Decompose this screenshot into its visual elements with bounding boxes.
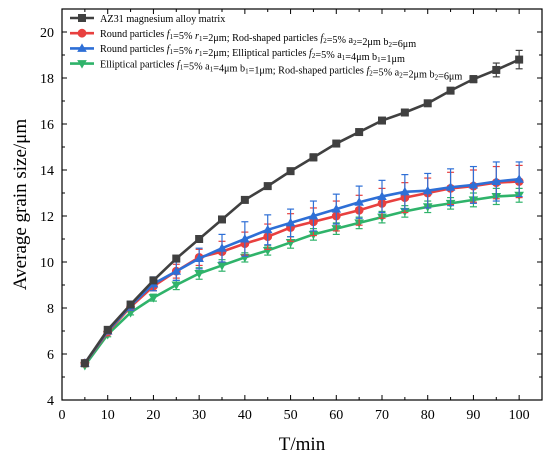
- x-tick-label: 100: [509, 408, 530, 423]
- legend-label: Round particles f1=5% r1=2μm; Rod-shaped…: [100, 29, 416, 50]
- data-point: [171, 281, 182, 290]
- data-point: [194, 270, 204, 279]
- data-point: [354, 197, 364, 206]
- axes: 0 10 20 30 40 50 60 70 80 90 100 4 6 8 10 12 14 16 18 20: [40, 8, 543, 423]
- data-point: [423, 99, 432, 108]
- series-4: [80, 187, 524, 371]
- x-tick-label: 30: [192, 408, 206, 423]
- data-point: [172, 254, 181, 263]
- data-point: [80, 359, 89, 368]
- legend-marker: [77, 43, 87, 52]
- x-tick-label: 90: [466, 408, 480, 423]
- x-axis-title: T/min: [279, 434, 326, 455]
- data-point: [355, 128, 364, 137]
- series-group: [80, 49, 524, 371]
- data-point: [514, 174, 524, 183]
- x-tick-label: 40: [238, 408, 252, 423]
- legend-item: AZ31 magnesium alloy matrix: [70, 14, 225, 25]
- data-point: [240, 195, 249, 204]
- y-tick-label: 8: [47, 302, 54, 317]
- x-tick-label: 70: [375, 408, 389, 423]
- y-tick-label: 16: [40, 118, 54, 133]
- data-point: [285, 217, 296, 227]
- data-point: [309, 153, 318, 162]
- y-tick-label: 12: [40, 210, 54, 225]
- y-tick-label: 4: [47, 394, 54, 409]
- data-point: [378, 116, 386, 125]
- data-point: [308, 211, 319, 220]
- data-point: [171, 266, 182, 275]
- data-point: [194, 253, 204, 263]
- legend-marker: [77, 28, 87, 38]
- legend-item: Round particles f1=5% r1=2μm; Elliptical…: [70, 43, 405, 65]
- data-point: [240, 234, 250, 243]
- legend-item: Round particles f1=5% r1=2μm; Rod-shaped…: [70, 28, 416, 50]
- data-point: [400, 186, 410, 196]
- legend-marker: [78, 14, 86, 22]
- data-point: [491, 176, 502, 185]
- data-point: [331, 204, 342, 213]
- data-point: [515, 55, 524, 64]
- data-point: [195, 235, 204, 243]
- y-tick-label: 10: [40, 256, 54, 271]
- y-tick-label: 6: [47, 348, 54, 363]
- data-point: [263, 182, 272, 191]
- series-line: [83, 58, 520, 364]
- x-tick-label: 60: [329, 408, 343, 423]
- legend-label: Round particles f1=5% r1=2μm; Elliptical…: [100, 44, 405, 65]
- legend-item: Elliptical particles f1=5% a1=4μm b1=1μm…: [70, 59, 462, 82]
- legend-label: Elliptical particles f1=5% a1=4μm b1=1μm…: [100, 59, 462, 82]
- series-2: [80, 164, 524, 368]
- data-point: [126, 300, 135, 309]
- y-tick-label: 18: [40, 72, 54, 87]
- plot-frame: [61, 8, 543, 401]
- data-point: [468, 179, 479, 189]
- series-3: [80, 161, 524, 367]
- data-point: [217, 243, 227, 252]
- x-tick-label: 10: [101, 408, 115, 423]
- data-point: [286, 167, 295, 176]
- legend-marker: [77, 60, 87, 69]
- data-point: [400, 108, 409, 117]
- y-tick-label: 14: [40, 164, 54, 179]
- x-tick-label: 50: [284, 408, 298, 423]
- x-tick-label: 20: [146, 408, 160, 423]
- data-point: [377, 191, 387, 200]
- data-point: [469, 75, 478, 84]
- data-point: [217, 261, 227, 271]
- data-point: [148, 294, 159, 303]
- data-point: [445, 182, 456, 191]
- data-point: [218, 215, 226, 224]
- series-line: [83, 177, 520, 364]
- legend-label: AZ31 magnesium alloy matrix: [100, 14, 225, 25]
- y-axis-title: Average grain size/μm: [10, 119, 31, 290]
- data-point: [422, 185, 433, 195]
- data-point: [103, 325, 112, 334]
- x-tick-label: 0: [59, 408, 66, 423]
- y-tick-label: 20: [40, 26, 54, 41]
- data-point: [262, 224, 273, 234]
- data-point: [149, 276, 158, 285]
- data-point: [446, 86, 455, 95]
- legend: AZ31 magnesium alloy matrix Round particl…: [70, 14, 462, 82]
- data-point: [332, 139, 341, 148]
- x-tick-label: 80: [421, 408, 435, 423]
- series-1: [80, 49, 524, 368]
- data-point: [492, 65, 501, 74]
